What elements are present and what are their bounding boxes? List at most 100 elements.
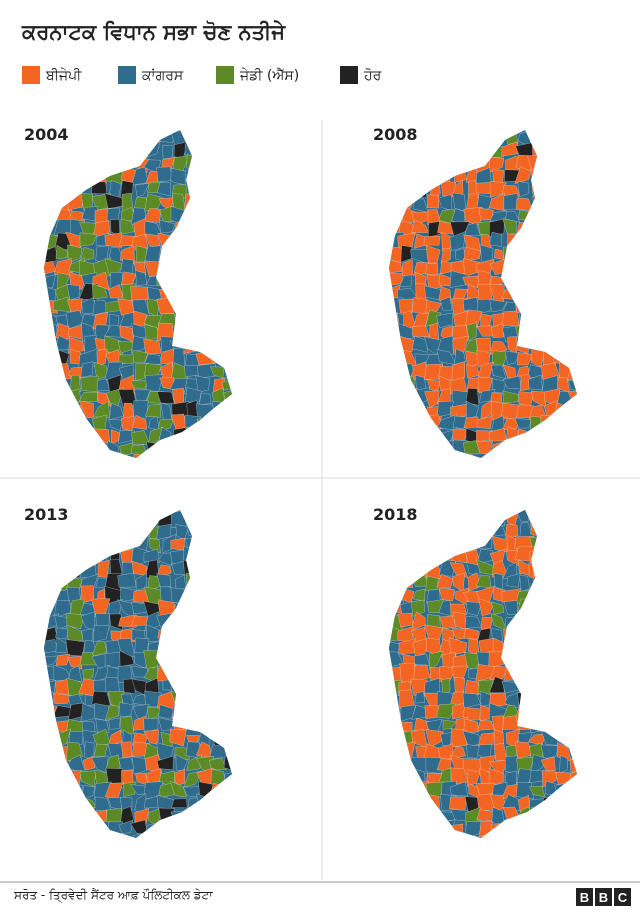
constituency: [399, 550, 418, 567]
constituency: [412, 439, 428, 458]
constituency: [174, 574, 186, 593]
constituency: [527, 285, 544, 298]
constituencies: [28, 116, 254, 458]
constituency: [104, 232, 123, 248]
constituency: [44, 772, 47, 788]
constituency: [182, 638, 203, 653]
constituency: [401, 142, 415, 161]
constituency: [79, 232, 98, 247]
constituency: [476, 809, 495, 822]
constituency: [582, 392, 599, 407]
constituency: [441, 678, 451, 697]
constituency: [517, 181, 529, 198]
constituency: [144, 193, 163, 212]
constituency: [67, 665, 82, 683]
constituency: [235, 810, 253, 823]
constituency: [389, 376, 401, 394]
constituency: [530, 599, 544, 618]
constituency: [374, 625, 388, 641]
constituency: [542, 797, 561, 809]
constituency: [28, 388, 41, 401]
constituency: [236, 362, 252, 376]
constituency: [401, 572, 414, 588]
constituency: [570, 159, 577, 173]
constituency: [186, 130, 200, 146]
constituency: [32, 367, 42, 377]
constituency: [527, 705, 544, 719]
constituency: [489, 130, 509, 133]
constituency: [583, 833, 597, 849]
constituency: [235, 681, 254, 696]
constituency: [209, 219, 229, 239]
constituency: [184, 231, 198, 247]
constituency: [518, 719, 531, 730]
constituency: [182, 625, 201, 644]
constituency: [529, 694, 547, 708]
constituency: [236, 578, 250, 589]
constituency: [130, 380, 148, 390]
constituency: [514, 612, 530, 632]
constituency: [581, 245, 598, 258]
constituency: [568, 707, 577, 721]
constituency: [489, 665, 509, 681]
constituency: [238, 197, 253, 212]
constituency: [235, 420, 249, 428]
constituency: [196, 429, 213, 447]
constituency: [198, 132, 216, 148]
constituency: [45, 192, 60, 211]
constituency: [131, 756, 147, 775]
constituency: [235, 183, 252, 199]
constituency: [174, 116, 183, 129]
constituency: [44, 560, 59, 579]
constituency: [489, 512, 505, 527]
constituency: [117, 572, 137, 588]
constituency: [567, 639, 577, 657]
constituency: [580, 496, 599, 512]
constituency: [210, 716, 227, 731]
constituency: [556, 274, 568, 291]
constituency: [517, 249, 534, 263]
constituency: [44, 211, 45, 226]
constituency: [44, 785, 46, 799]
constituency: [110, 522, 121, 535]
constituency: [462, 130, 481, 147]
constituency: [372, 375, 388, 395]
constituency: [506, 572, 521, 588]
constituency: [580, 823, 597, 835]
constituency: [555, 283, 574, 298]
constituency: [145, 624, 161, 642]
constituency: [240, 350, 253, 368]
constituency: [398, 298, 413, 314]
map: [28, 116, 254, 458]
constituency: [580, 288, 599, 303]
constituency: [236, 298, 254, 315]
constituency: [400, 795, 416, 811]
constituency: [223, 820, 232, 838]
constituency: [372, 654, 389, 670]
constituency: [541, 638, 560, 655]
constituency: [389, 144, 392, 160]
constituency: [70, 156, 82, 172]
constituency: [373, 535, 388, 551]
constituency: [389, 575, 391, 592]
map: [44, 510, 254, 838]
constituency: [389, 208, 403, 222]
constituency: [531, 337, 548, 352]
constituency: [414, 547, 431, 565]
constituency: [222, 689, 232, 710]
constituency: [91, 534, 112, 552]
constituency: [372, 195, 388, 209]
constituency: [210, 810, 223, 826]
constituency: [515, 782, 535, 800]
constituency: [411, 807, 428, 822]
constituency: [213, 196, 227, 213]
constituency: [209, 783, 229, 797]
constituency: [389, 219, 390, 238]
constituency: [389, 455, 404, 458]
constituency: [235, 206, 252, 222]
constituency: [580, 157, 594, 170]
constituency: [156, 271, 176, 288]
constituency: [568, 536, 577, 553]
constituency: [132, 453, 150, 458]
constituency: [67, 521, 81, 538]
